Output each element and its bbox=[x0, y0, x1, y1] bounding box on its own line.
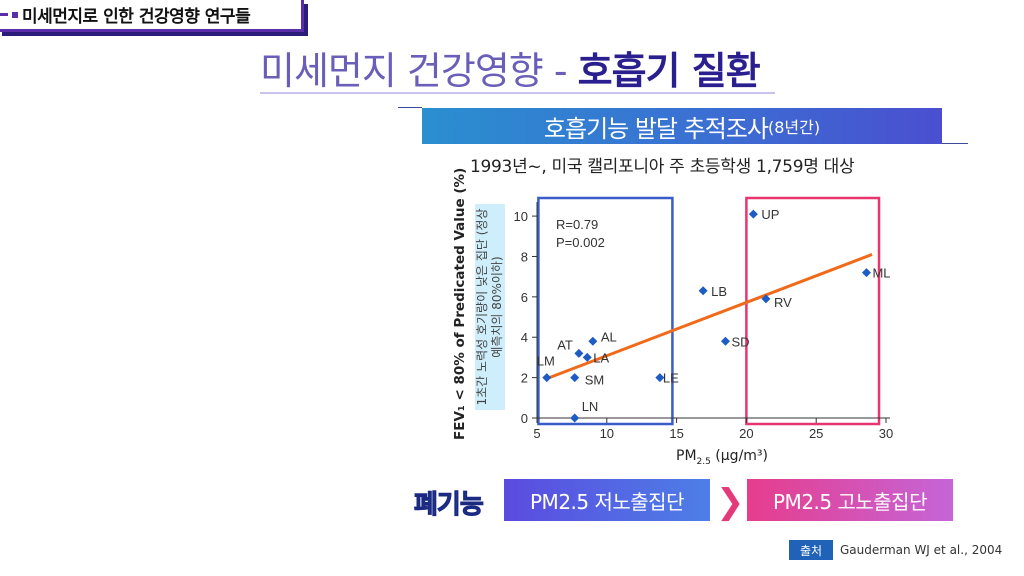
x-tick-label: 15 bbox=[669, 426, 683, 441]
point-label-ml: ML bbox=[872, 266, 890, 281]
point-label-le: LE bbox=[663, 371, 679, 386]
data-point-up bbox=[748, 209, 758, 219]
low-exposure-pill: PM2.5 저노출집단 bbox=[504, 479, 710, 521]
data-point-la bbox=[582, 352, 592, 362]
data-point-rv bbox=[761, 294, 771, 304]
point-label-rv: RV bbox=[774, 295, 792, 310]
subtitle-rule-left bbox=[398, 107, 422, 108]
x-axis-label-main: PM bbox=[676, 448, 697, 464]
subtitle-rule-right bbox=[942, 143, 968, 144]
source-citation: Gauderman WJ et al., 2004 bbox=[840, 543, 1003, 557]
y-tick-label: 6 bbox=[521, 290, 528, 305]
page-title-bold: 호흡기 질환 bbox=[577, 49, 761, 93]
y-tick-label: 8 bbox=[521, 249, 528, 264]
data-point-lm bbox=[542, 373, 552, 383]
x-axis-label: PM2.5 (μg/m³) bbox=[676, 448, 768, 467]
data-point-sm bbox=[570, 373, 580, 383]
x-tick-label: 30 bbox=[879, 426, 893, 441]
tag-square-icon bbox=[12, 11, 18, 18]
data-point-le bbox=[655, 373, 665, 383]
point-label-ln: LN bbox=[582, 399, 599, 414]
point-label-at: AT bbox=[557, 337, 573, 352]
data-point-ln bbox=[570, 413, 580, 423]
stat-p: P=0.002 bbox=[556, 235, 605, 250]
x-tick-label: 25 bbox=[809, 426, 823, 441]
point-label-al: AL bbox=[601, 329, 617, 344]
data-point-lb bbox=[698, 286, 708, 296]
subtitle-main: 호흡기능 발달 추적조사 bbox=[543, 114, 769, 143]
subtitle-paren: (8년간) bbox=[767, 118, 821, 137]
chevron-right-icon: ❯ bbox=[716, 482, 745, 522]
x-tick-label: 5 bbox=[533, 426, 540, 441]
point-label-lm: LM bbox=[537, 354, 555, 369]
data-point-at bbox=[574, 348, 584, 358]
data-point-sd bbox=[720, 336, 730, 346]
subtitle-banner: 호흡기능 발달 추적조사 (8년간) bbox=[422, 108, 942, 144]
point-label-la: LA bbox=[593, 350, 609, 365]
x-tick-label: 10 bbox=[600, 426, 614, 441]
source-badge: 출처 bbox=[789, 540, 833, 560]
tag-dash bbox=[0, 13, 8, 16]
x-tick-label: 20 bbox=[739, 426, 753, 441]
point-label-up: UP bbox=[761, 207, 779, 222]
stat-r: R=0.79 bbox=[556, 217, 598, 232]
high-exposure-pill: PM2.5 고노출집단 bbox=[747, 479, 953, 521]
y-tick-label: 2 bbox=[521, 371, 528, 386]
data-point-ml bbox=[861, 268, 871, 278]
point-label-sm: SM bbox=[585, 373, 605, 388]
data-point-al bbox=[588, 336, 598, 346]
y-tick-label: 4 bbox=[521, 330, 528, 345]
study-info: 1993년~, 미국 캘리포니아 주 초등학생 1,759명 대상 bbox=[470, 157, 855, 177]
x-axis-label-sub: 2.5 bbox=[696, 456, 711, 467]
point-label-sd: SD bbox=[731, 334, 749, 349]
page-title-light: 미세먼지 건강영향 - bbox=[260, 49, 578, 93]
high-exposure-box bbox=[745, 196, 881, 426]
point-label-lb: LB bbox=[711, 284, 727, 299]
section-tag: 미세먼지로 인한 건강영향 연구들 bbox=[0, 0, 304, 32]
x-axis-label-unit: (μg/m³) bbox=[710, 448, 768, 464]
y-tick-label: 0 bbox=[521, 411, 528, 426]
low-exposure-box bbox=[537, 196, 674, 426]
section-tag-text: 미세먼지로 인한 건강영향 연구들 bbox=[22, 7, 251, 27]
y-tick-label: 10 bbox=[514, 209, 528, 224]
lung-function-label: 폐기능 bbox=[414, 490, 485, 521]
trend-line bbox=[546, 253, 873, 381]
page-title: 미세먼지 건강영향 - 호흡기 질환 bbox=[260, 40, 775, 94]
